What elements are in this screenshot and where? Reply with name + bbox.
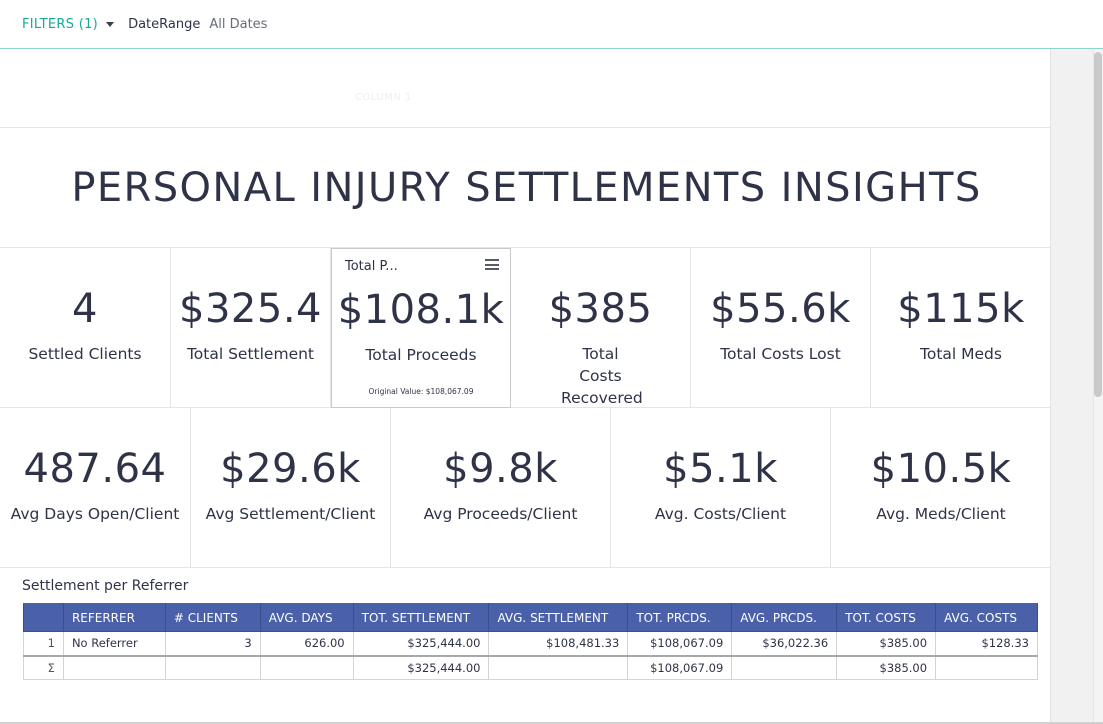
kpi-value: $10.5k [870,446,1012,492]
column-header[interactable]: TOT. SETTLEMENT [352,603,490,632]
column-header[interactable]: TOT. PRCDS. [627,603,733,632]
kpi-header-title: Total P... [345,259,398,274]
kpi-value: 4 [72,286,98,332]
column-header[interactable]: AVG. SETTLEMENT [488,603,629,632]
dashboard-canvas: COLUMN 1 PERSONAL INJURY SETTLEMENTS INS… [0,49,1051,724]
table-cell: $36,022.36 [731,631,838,656]
kpi-label: Avg. Meds/Client [876,505,1006,523]
column-header[interactable]: REFERRER [62,603,166,632]
kpi-value: 487.64 [23,446,167,492]
kpi-label: Avg Settlement/Client [205,505,376,523]
table-cell [731,654,838,680]
table-cell [62,654,166,680]
table-cell: $385.00 [836,631,937,656]
table-cell [488,654,629,680]
kpi-label: Total Proceeds [365,346,477,364]
table-cell: 3 [164,631,261,656]
column-header[interactable]: AVG. DAYS [259,603,354,632]
column-header[interactable]: AVG. COSTS [935,603,1038,632]
kpi-value: $108.1k [337,287,505,333]
kpi-label: Settled Clients [28,345,142,363]
caret-down-icon [106,21,115,27]
kpi-label: Total Costs Lost [720,345,841,363]
table-title: Settlement per Referrer [22,578,189,594]
kpi-row-2: 487.64 Avg Days Open/Client $29.6k Avg S… [0,408,1051,568]
kpi-total-meds[interactable]: $115k Total Meds [871,248,1051,408]
kpi-total-proceeds[interactable]: Total P... $108.1k Total Proceeds Origin… [331,248,511,408]
kpi-value: $9.8k [443,446,558,492]
title-row: PERSONAL INJURY SETTLEMENTS INSIGHTS [0,128,1051,248]
table-cell: $325,444.00 [352,631,490,656]
kpi-value: $55.6k [710,286,851,332]
kpi-value: $115k [897,286,1025,332]
kpi-label: Total Costs Recovered [561,345,643,407]
filter-value[interactable]: All Dates [209,16,268,32]
kpi-original-value: Original Value: $108,067.09 [368,387,474,396]
placeholder-row: COLUMN 1 [0,49,1051,128]
table-cell: $385.00 [836,654,937,680]
placeholder-label: COLUMN 1 [355,92,412,103]
referrer-table: REFERRER # CLIENTS AVG. DAYS TOT. SETTLE… [23,603,1038,680]
table-cell: $325,444.00 [352,654,490,680]
kpi-label: Total Meds [920,345,1002,363]
kpi-avg-days-open[interactable]: 487.64 Avg Days Open/Client [0,408,191,568]
referrer-table-widget: Settlement per Referrer REFERRER # CLIEN… [0,568,1051,724]
bottom-border [0,722,1103,724]
page-title: PERSONAL INJURY SETTLEMENTS INSIGHTS [71,164,982,211]
kpi-avg-costs[interactable]: $5.1k Avg. Costs/Client [611,408,831,568]
kpi-row-1: 4 Settled Clients $325.4 Total Settlemen… [0,248,1051,408]
kpi-settled-clients[interactable]: 4 Settled Clients [0,248,171,408]
header-index [23,603,64,632]
kpi-value: $5.1k [663,446,778,492]
column-header[interactable]: TOT. COSTS [836,603,937,632]
column-header[interactable]: # CLIENTS [164,603,261,632]
sigma-icon: Σ [23,654,64,680]
kpi-total-settlement[interactable]: $325.4 Total Settlement [171,248,331,408]
table-cell: $108,067.09 [627,631,733,656]
filters-label: FILTERS (1) [22,16,99,32]
filter-name[interactable]: DateRange [128,16,201,32]
table-cell [164,654,261,680]
kpi-label: Avg Days Open/Client [10,505,180,523]
table-cell: $128.33 [935,631,1038,656]
table-cell: $108,067.09 [627,654,733,680]
table-cell: $108,481.33 [488,631,629,656]
table-cell [935,654,1038,680]
kpi-avg-settlement[interactable]: $29.6k Avg Settlement/Client [191,408,391,568]
column-header[interactable]: AVG. PRCDS. [731,603,838,632]
table-cell: No Referrer [62,631,166,656]
kpi-total-costs-lost[interactable]: $55.6k Total Costs Lost [691,248,871,408]
kpi-total-costs-recovered[interactable]: $385 Total Costs Recovered [511,248,691,408]
kpi-avg-proceeds[interactable]: $9.8k Avg Proceeds/Client [391,408,611,568]
kpi-label: Avg Proceeds/Client [423,505,578,523]
filter-bar: FILTERS (1) DateRange All Dates [0,0,1103,49]
kpi-value: $385 [548,286,653,332]
kpi-value: $29.6k [220,446,361,492]
kpi-label: Avg. Costs/Client [654,505,787,523]
kpi-avg-meds[interactable]: $10.5k Avg. Meds/Client [831,408,1051,568]
table-row[interactable]: 1 No Referrer 3 626.00 $325,444.00 $108,… [23,631,1038,656]
row-index: 1 [23,631,64,656]
kpi-label: Total Settlement [186,345,315,363]
table-header-row: REFERRER # CLIENTS AVG. DAYS TOT. SETTLE… [23,603,1038,632]
kpi-value: $325.4 [179,286,322,332]
hamburger-menu-icon[interactable] [485,259,499,270]
table-cell: 626.00 [259,631,354,656]
table-total-row: Σ $325,444.00 $108,067.09 $385.00 [23,654,1038,680]
table-cell [259,654,354,680]
filters-dropdown-button[interactable]: FILTERS (1) [22,16,115,32]
scrollbar-thumb[interactable] [1094,52,1102,397]
